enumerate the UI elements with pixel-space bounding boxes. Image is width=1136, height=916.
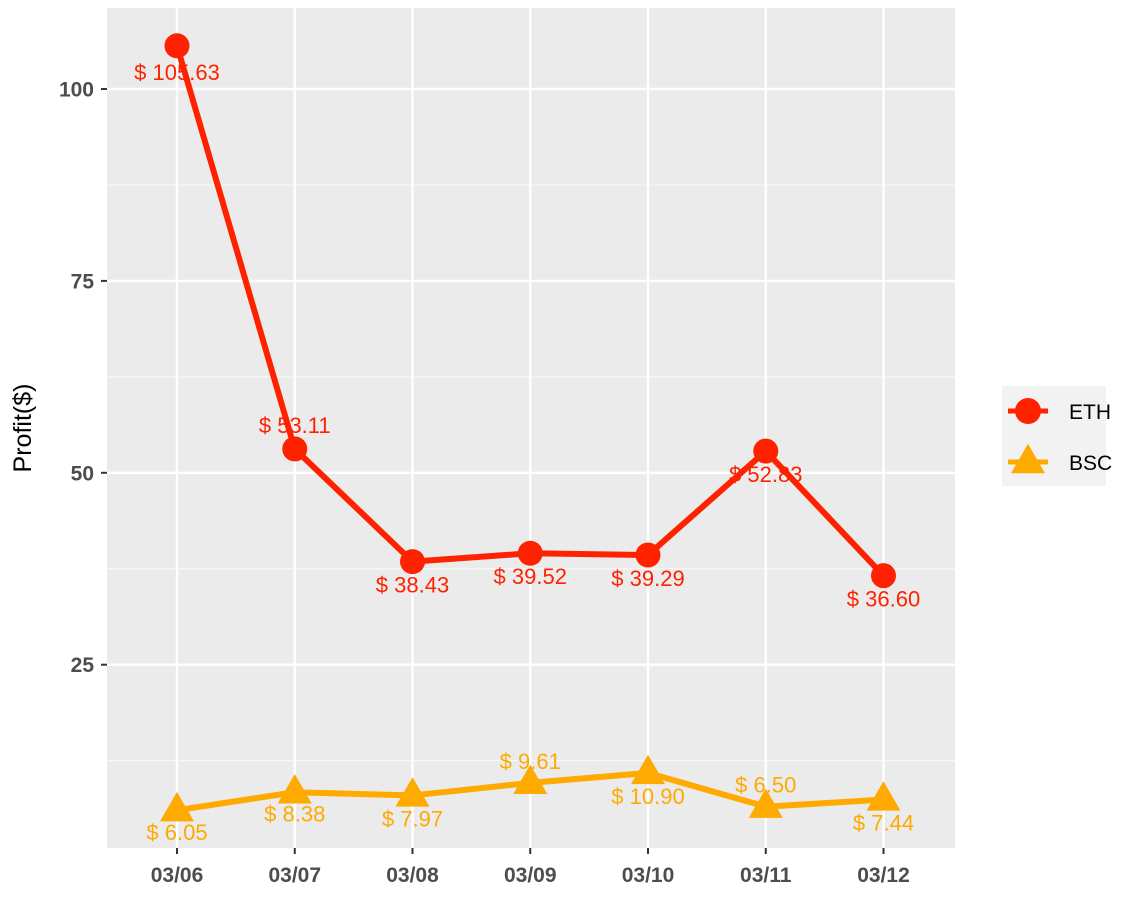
x-tick-label: 03/06 (151, 864, 204, 887)
data-label-bsc: $ 9.61 (500, 749, 561, 774)
x-axis: 03/06 03/07 03/08 03/09 03/10 03/11 03/12 (151, 848, 910, 887)
data-point-eth (517, 540, 543, 566)
x-tick-label: 03/12 (857, 864, 910, 887)
data-labels: $ 105.63 $ 53.11 $ 38.43 $ 39.52 $ 39.29 $ 52… (134, 60, 920, 845)
data-point-bsc (395, 777, 430, 807)
data-label-bsc: $ 8.38 (264, 801, 325, 826)
data-label-eth: $ 38.43 (376, 573, 449, 598)
data-point-bsc (160, 791, 194, 822)
x-tick-label: 03/11 (740, 864, 792, 887)
y-axis-title: Profit($) (9, 384, 37, 473)
data-point-eth (164, 33, 190, 59)
data-point-bsc (277, 774, 312, 804)
data-label-bsc: $ 6.05 (146, 820, 207, 845)
data-label-bsc: $ 10.90 (611, 784, 684, 809)
series-markers (160, 33, 901, 822)
y-axis: 25 50 75 100 (59, 79, 107, 677)
data-point-eth (753, 438, 779, 464)
data-point-eth (635, 542, 661, 568)
data-label-eth: $ 105.63 (134, 60, 220, 85)
grid-major (107, 8, 955, 848)
data-point-bsc (513, 764, 548, 795)
data-point-eth (400, 549, 425, 575)
y-tick-label: 100 (59, 79, 94, 102)
data-label-eth: $ 36.60 (847, 587, 920, 612)
legend-key-marker-bsc (1011, 443, 1045, 474)
x-tick-label: 03/10 (622, 864, 675, 887)
x-tick-label: 03/09 (504, 864, 557, 887)
data-point-bsc (866, 781, 901, 811)
data-point-eth (871, 563, 896, 589)
data-label-bsc: $ 7.44 (853, 810, 914, 835)
data-point-bsc (748, 788, 783, 818)
x-tick-label: 03/08 (386, 864, 439, 887)
data-label-eth: $ 53.11 (259, 413, 331, 438)
data-label-bsc: $ 6.50 (735, 773, 796, 798)
legend-label-bsc: BSC (1069, 452, 1112, 475)
legend-label-eth: ETH (1069, 401, 1111, 424)
y-tick-label: 75 (71, 270, 95, 293)
x-tick-label: 03/07 (268, 864, 321, 887)
data-label-eth: $ 39.29 (611, 566, 684, 591)
data-label-bsc: $ 7.97 (382, 806, 443, 831)
y-tick-label: 25 (71, 654, 95, 677)
y-tick-label: 50 (71, 462, 94, 485)
data-label-eth: $ 52.83 (729, 462, 802, 487)
data-point-eth (282, 436, 308, 462)
data-point-bsc (631, 754, 665, 785)
legend-key-marker-eth (1015, 398, 1041, 424)
data-label-eth: $ 39.52 (494, 564, 567, 589)
legend: ETH BSC (1002, 386, 1112, 486)
